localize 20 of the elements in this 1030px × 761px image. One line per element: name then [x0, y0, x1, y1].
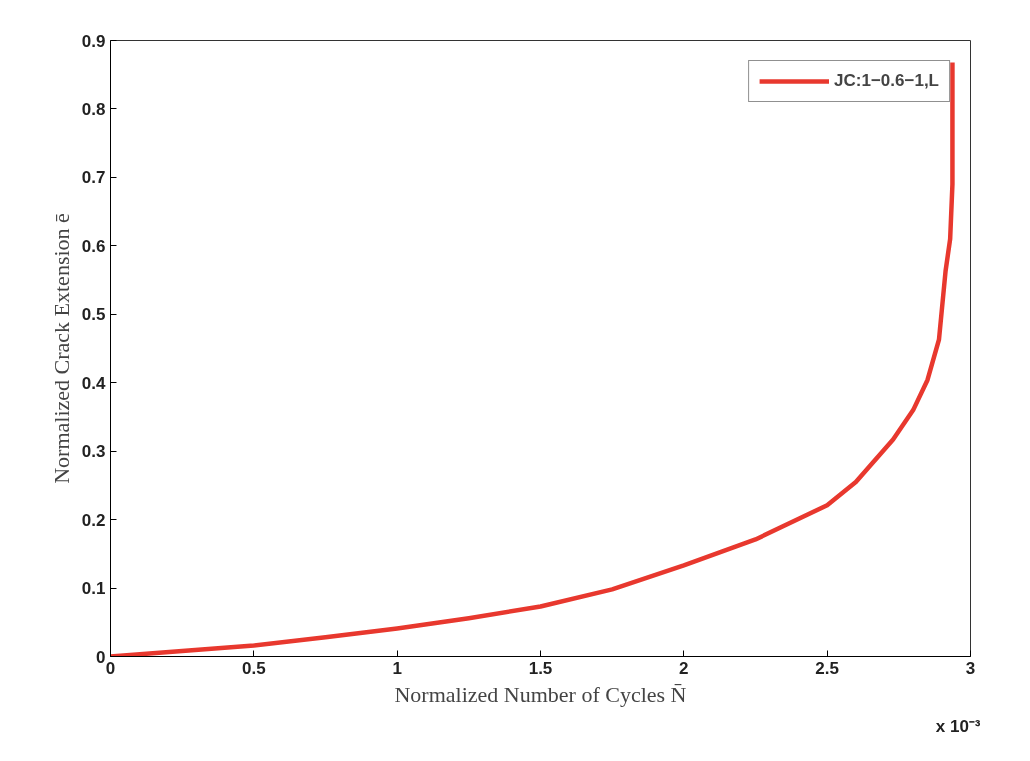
y-tick-label: 0.1 — [81, 579, 106, 599]
y-axis-title: Normalized Crack Extension ē — [48, 213, 74, 484]
x-tick-label: 2 — [679, 658, 689, 678]
y-tick-label: 0.9 — [81, 31, 106, 51]
y-tick-label: 0.3 — [81, 442, 106, 462]
x-tick-label: 2.5 — [815, 658, 839, 678]
y-tick-label: 0.6 — [81, 236, 106, 256]
legend-label: JC:1−0.6−1,L — [834, 71, 939, 91]
line-series — [110, 60, 955, 657]
text: x 10⁻³ — [935, 716, 981, 736]
y-tick-label: 0.2 — [81, 510, 106, 530]
x-tick-label: 1.5 — [528, 658, 553, 678]
x-axis-title: Normalized Number of Cycles N̄ — [394, 681, 687, 707]
y-tick-label: 0.5 — [81, 305, 106, 325]
x-tick-label: 3 — [965, 658, 976, 678]
y-tick-label: 0.4 — [81, 373, 107, 393]
x-tick-label: 0.5 — [242, 658, 266, 678]
x-tick-label: 1 — [392, 658, 402, 678]
y-tick-label: 0.8 — [81, 99, 106, 119]
y-tick-label: 0.7 — [81, 168, 106, 188]
